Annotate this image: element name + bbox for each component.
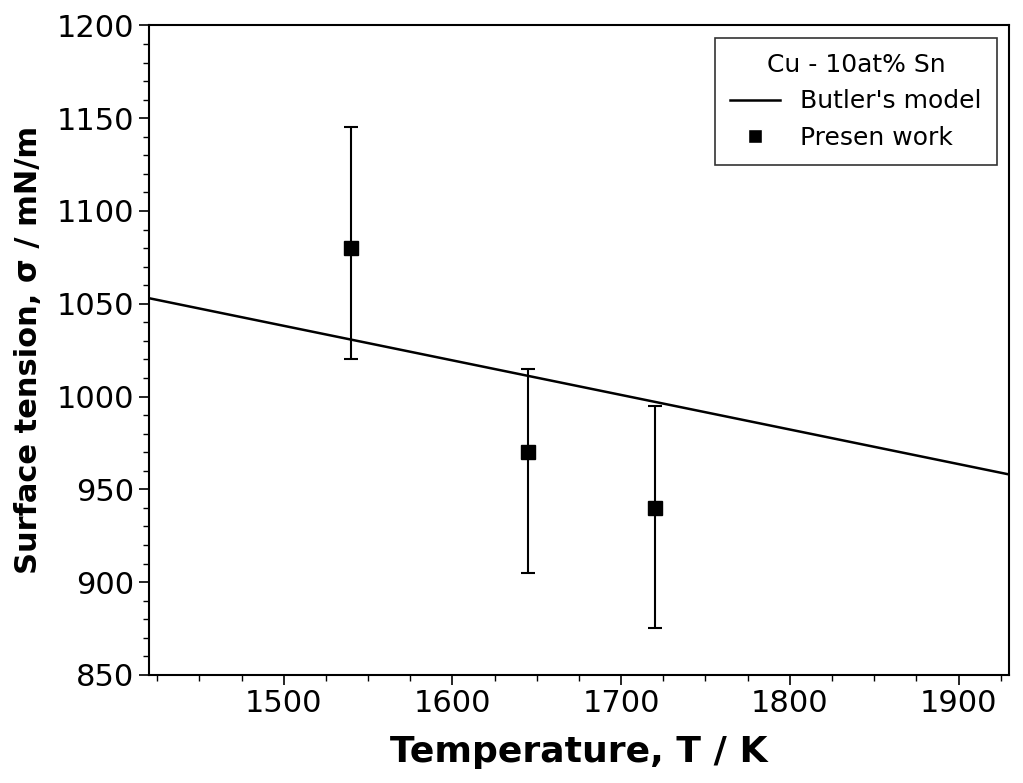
- X-axis label: Temperature, T / K: Temperature, T / K: [390, 735, 767, 769]
- Y-axis label: Surface tension, σ / mN/m: Surface tension, σ / mN/m: [14, 126, 43, 574]
- Legend: Butler's model, Presen work: Butler's model, Presen work: [715, 38, 996, 165]
